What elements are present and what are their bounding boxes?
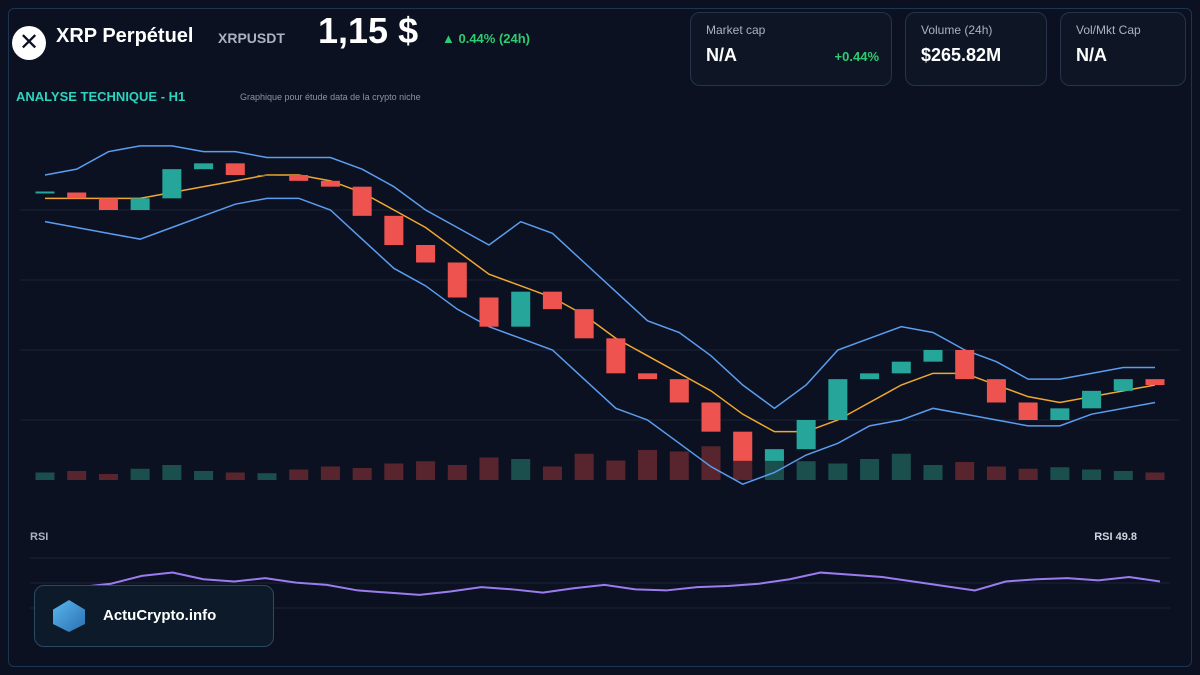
candle [130, 198, 150, 210]
candle [384, 215, 404, 245]
candle [828, 379, 848, 420]
volume-bar [162, 465, 182, 480]
title: XRP Perpétuel [56, 25, 194, 47]
candle [986, 379, 1006, 403]
candle [67, 192, 87, 199]
volume-bar [986, 466, 1006, 480]
frame [8, 8, 1192, 667]
candle [352, 186, 372, 216]
stat-card: Market cap N/A +0.44% [690, 12, 892, 86]
candle [733, 431, 753, 461]
volume-bar [860, 459, 880, 480]
candle [194, 163, 214, 170]
volume-bar [352, 468, 372, 480]
volume-bar [574, 453, 594, 480]
candle [511, 291, 531, 327]
candle [257, 175, 277, 176]
stat-label: Volume (24h) [921, 23, 993, 37]
volume-bar [320, 466, 340, 480]
candle [289, 175, 309, 181]
candle [320, 180, 340, 187]
candle [1145, 379, 1165, 385]
bollinger-lower [44, 197, 1156, 485]
candle [669, 379, 689, 403]
volume-bar [701, 446, 721, 480]
volume-bar [1082, 469, 1102, 480]
candle [1082, 390, 1102, 409]
brand: ActuCrypto.info [103, 607, 217, 624]
candle [225, 163, 245, 175]
candle [162, 169, 182, 199]
volume-bar [1145, 472, 1165, 480]
volume-bar [35, 472, 55, 480]
section-subtitle: Graphique pour étude data de la crypto n… [240, 92, 421, 102]
stat-change: +0.44% [834, 49, 879, 64]
volume-bar [67, 471, 87, 480]
volume-bar [796, 461, 816, 480]
candle [98, 198, 118, 210]
candle [764, 449, 784, 461]
stat-card: Volume (24h) $265.82M [905, 12, 1047, 86]
volume-bar [606, 460, 626, 480]
stat-card: Vol/Mkt Cap N/A [1060, 12, 1186, 86]
stat-label: Market cap [706, 23, 766, 37]
volume-bar [98, 474, 118, 480]
rsi-value: RSI 49.8 [1094, 531, 1137, 543]
volume-bar [542, 466, 562, 480]
volume-bar [1050, 467, 1070, 480]
candle [923, 350, 943, 362]
candle [796, 420, 816, 450]
volume-bar [955, 462, 975, 480]
candle [416, 245, 436, 263]
candle [701, 402, 721, 432]
volume-bar [194, 471, 214, 480]
candle [891, 361, 911, 374]
volume-bar [638, 450, 658, 480]
volume-bar [511, 459, 531, 480]
candle [955, 350, 975, 380]
volume-bar [416, 461, 436, 480]
volume-bar [891, 453, 911, 480]
volume-bar [130, 468, 150, 480]
candle [542, 291, 562, 310]
volume-bar [1113, 471, 1133, 480]
stat-value: N/A [1076, 45, 1107, 65]
rsi-line [79, 571, 1161, 596]
volume-bar [289, 469, 309, 480]
brand-icon [53, 600, 85, 632]
change: ▲ 0.44% (24h) [442, 31, 531, 46]
candle [1050, 408, 1070, 420]
volume-bar [384, 463, 404, 480]
volume-bar [479, 457, 499, 480]
symbol: XRPUSDT [218, 30, 285, 46]
section-title: ANALYSE TECHNIQUE - H1 [16, 89, 186, 104]
logo-icon: ✕ [12, 26, 46, 60]
candle [447, 262, 467, 298]
candle [606, 338, 626, 374]
volume-bar [447, 465, 467, 480]
candle [479, 297, 499, 327]
stat-value: $265.82M [921, 45, 1002, 65]
candle [1018, 402, 1038, 420]
rsi-label: RSI [30, 531, 48, 543]
volume-bar [1018, 468, 1038, 480]
volume-bar [225, 472, 245, 480]
volume-bar [828, 463, 848, 480]
volume-bar [257, 473, 277, 480]
candle [1113, 379, 1133, 391]
volume-bar [669, 451, 689, 480]
price: 1,15 $ [318, 10, 419, 51]
candle [638, 373, 658, 380]
stat-value: N/A [706, 45, 737, 65]
stat-label: Vol/Mkt Cap [1076, 23, 1141, 37]
volume-bar [923, 465, 943, 480]
candle [574, 309, 594, 339]
brand-box: ActuCrypto.info [34, 585, 274, 647]
candle [860, 373, 880, 380]
